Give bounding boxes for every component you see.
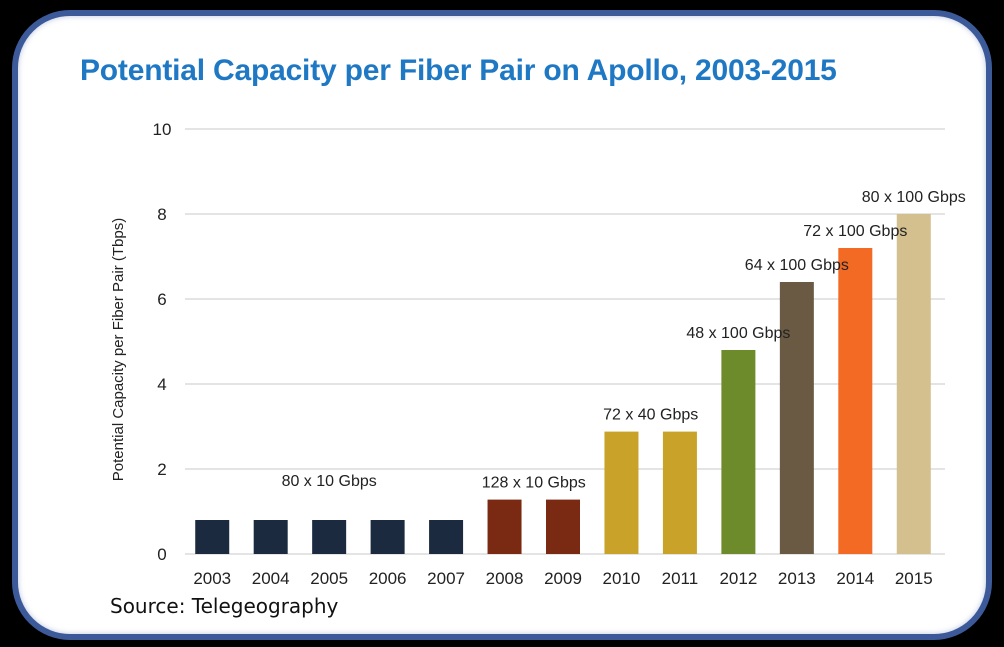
data-label: 128 x 10 Gbps [482, 475, 586, 492]
bar-2013 [779, 282, 814, 554]
data-label: 80 x 10 Gbps [282, 473, 377, 490]
bar-2006 [370, 520, 405, 554]
bar-2004 [253, 520, 288, 554]
y-tick-label: 0 [157, 545, 166, 564]
x-tick-label: 2003 [193, 569, 231, 588]
y-tick-label: 8 [157, 205, 166, 224]
x-tick-label: 2005 [310, 569, 348, 588]
data-label: 64 x 100 Gbps [745, 257, 849, 274]
bar-2005 [312, 520, 347, 554]
x-tick-label: 2006 [369, 569, 407, 588]
x-tick-label: 2015 [895, 569, 933, 588]
bar-2008 [487, 499, 522, 554]
x-tick-label: 2012 [719, 569, 757, 588]
y-tick-label: 6 [157, 290, 166, 309]
chart-title: Potential Capacity per Fiber Pair on Apo… [80, 54, 837, 87]
bar-2014 [838, 248, 873, 554]
data-label: 72 x 100 Gbps [803, 223, 907, 240]
x-tick-label: 2009 [544, 569, 582, 588]
bar-2015 [896, 214, 931, 554]
y-tick-label: 4 [157, 375, 166, 394]
y-axis-title: Potential Capacity per Fiber Pair (Tbps) [110, 218, 127, 481]
data-label: 72 x 40 Gbps [603, 407, 698, 424]
x-tick-label: 2004 [252, 569, 290, 588]
source-note: Source: Telegeography [110, 594, 339, 618]
y-tick-label: 2 [157, 460, 166, 479]
x-tick-label: 2007 [427, 569, 465, 588]
bar-2011 [662, 431, 697, 554]
x-tick-label: 2010 [603, 569, 641, 588]
x-tick-label: 2011 [662, 569, 699, 588]
y-tick-label: 10 [153, 120, 172, 139]
bar-2003 [195, 520, 230, 554]
data-label: 80 x 100 Gbps [862, 189, 966, 206]
data-labels: 80 x 10 Gbps 128 x 10 Gbps 72 x 40 Gbps 48 … [282, 189, 966, 492]
data-label: 48 x 100 Gbps [686, 325, 790, 342]
bar-2010 [604, 431, 639, 554]
gridlines [185, 128, 945, 555]
bar-2009 [546, 499, 580, 554]
bar-2012 [721, 350, 756, 554]
bars [195, 214, 931, 554]
x-tick-label: 2008 [486, 569, 524, 588]
bar-2007 [429, 520, 464, 554]
x-axis: 2003 2004 2005 2006 2007 2008 2009 2010 2011 2012… [193, 569, 932, 588]
x-tick-label: 2014 [836, 569, 874, 588]
y-axis: 0 2 4 6 8 10 [153, 120, 172, 564]
x-tick-label: 2013 [778, 569, 816, 588]
